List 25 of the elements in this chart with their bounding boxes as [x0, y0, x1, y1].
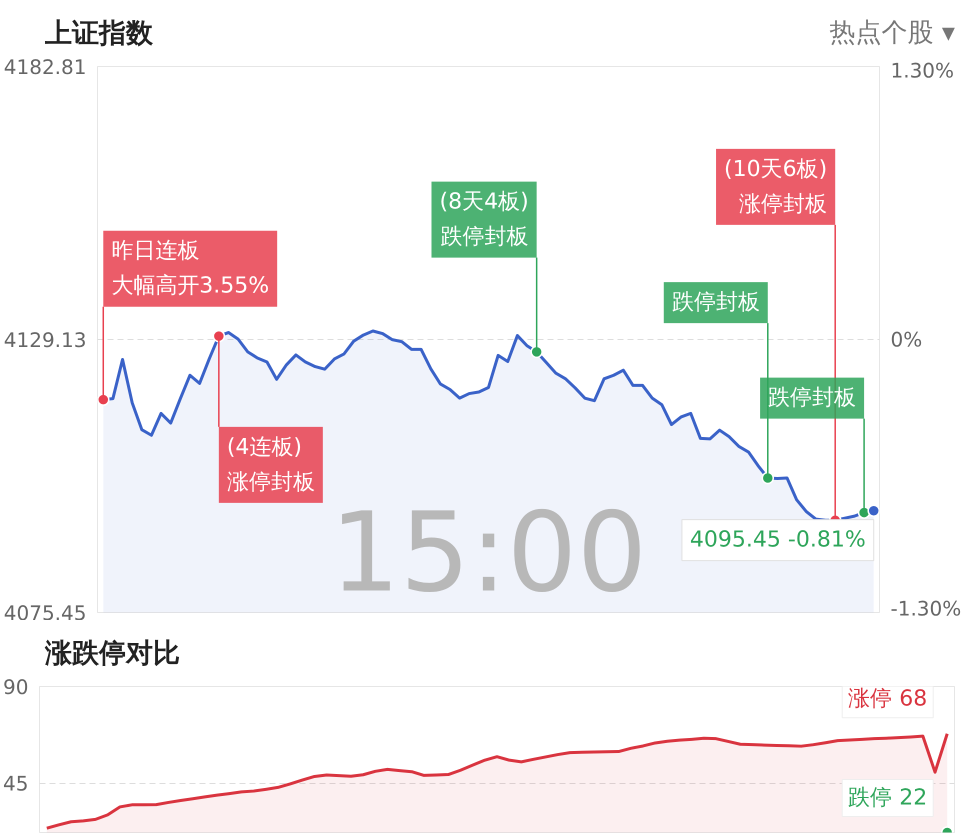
y2-tick-label: 1.30% [890, 58, 954, 82]
y-tick-label: 45 [3, 772, 29, 796]
chart-title: 涨跌停对比 [45, 637, 180, 671]
annotation: 跌停封板 [768, 386, 856, 411]
text: 热点个股 ▾ [830, 17, 955, 50]
annotation: (4连板)涨停封板 [226, 434, 315, 495]
point [212, 330, 226, 342]
annotation: (8天4板)跌停封板 [439, 190, 529, 250]
annotation: 15:00 [330, 488, 648, 616]
point [867, 504, 880, 518]
y2-tick-label: 0% [890, 328, 922, 352]
annotation: 昨日连板大幅高开3.55% [111, 238, 270, 299]
point [530, 346, 543, 358]
annotation: (10天6板)涨停封板 [724, 156, 828, 217]
text: 跌停 22 [848, 786, 928, 810]
y-tick-label: 90 [3, 675, 29, 699]
annotation: 跌停封板 [672, 290, 760, 316]
point [762, 472, 774, 484]
text: 涨停 68 [848, 686, 928, 712]
y-tick-label: 4182.81 [4, 55, 87, 79]
annotation: 4095.45 -0.81% [690, 528, 866, 553]
y-tick-label: 4129.13 [4, 328, 87, 352]
y-tick-label: 4075.45 [4, 601, 87, 625]
y2-tick-label: -1.30% [890, 596, 962, 620]
chart-title: 上证指数 [45, 17, 153, 51]
